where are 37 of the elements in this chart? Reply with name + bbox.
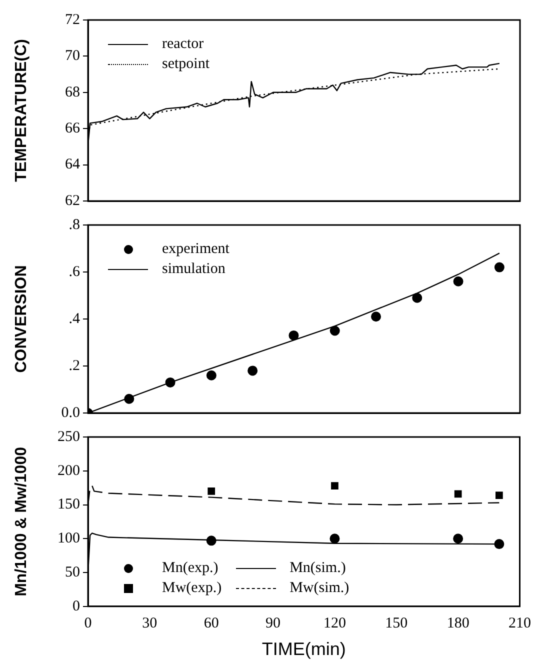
y-tick-label: .2	[68, 358, 80, 374]
legend-label: experiment	[162, 240, 230, 259]
x-tick-label: 180	[446, 615, 470, 632]
x-tick-label: 0	[84, 615, 92, 632]
y-axis-title: CONVERSION	[13, 265, 30, 373]
y-tick-label: 68	[65, 84, 80, 100]
legend-label: setpoint	[162, 55, 210, 74]
y-tick-label: 0	[72, 598, 80, 614]
x-tick-label: 30	[142, 615, 158, 632]
y-tick-label: 50	[65, 564, 80, 580]
y-tick-label: .6	[68, 264, 80, 280]
legend-label: Mw(exp.)	[162, 579, 222, 598]
y-tick-label: 150	[58, 496, 80, 513]
y-tick-label: 72	[65, 12, 80, 28]
y-axis-title: TEMPERATURE(C)	[13, 39, 30, 182]
legend-label: simulation	[162, 260, 226, 279]
y-tick-label: 0.0	[61, 404, 80, 421]
y-tick-label: 250	[58, 428, 80, 445]
x-axis-title: TIME(min)	[262, 639, 346, 660]
y-tick-label: 200	[58, 462, 80, 479]
y-tick-label: 62	[65, 192, 80, 209]
legend-label: Mw(sim.)	[290, 579, 350, 598]
x-tick-label: 60	[204, 615, 219, 632]
x-tick-label: 120	[323, 615, 346, 632]
x-tick-label: 150	[385, 615, 408, 632]
x-tick-label: 210	[508, 615, 531, 632]
y-tick-label: .8	[68, 216, 80, 233]
legend-label: Mn(sim.)	[290, 559, 346, 578]
y-axis-title: Mn/1000 & Mw/1000	[13, 446, 30, 596]
legend-label: Mn(exp.)	[162, 559, 218, 578]
y-tick-label: 66	[65, 120, 80, 137]
y-tick-label: 100	[58, 530, 80, 547]
y-tick-label: .4	[68, 310, 80, 327]
y-tick-label: 70	[65, 48, 80, 64]
legend-label: reactor	[162, 35, 204, 54]
y-tick-label: 64	[65, 156, 80, 173]
x-tick-label: 90	[266, 615, 281, 632]
